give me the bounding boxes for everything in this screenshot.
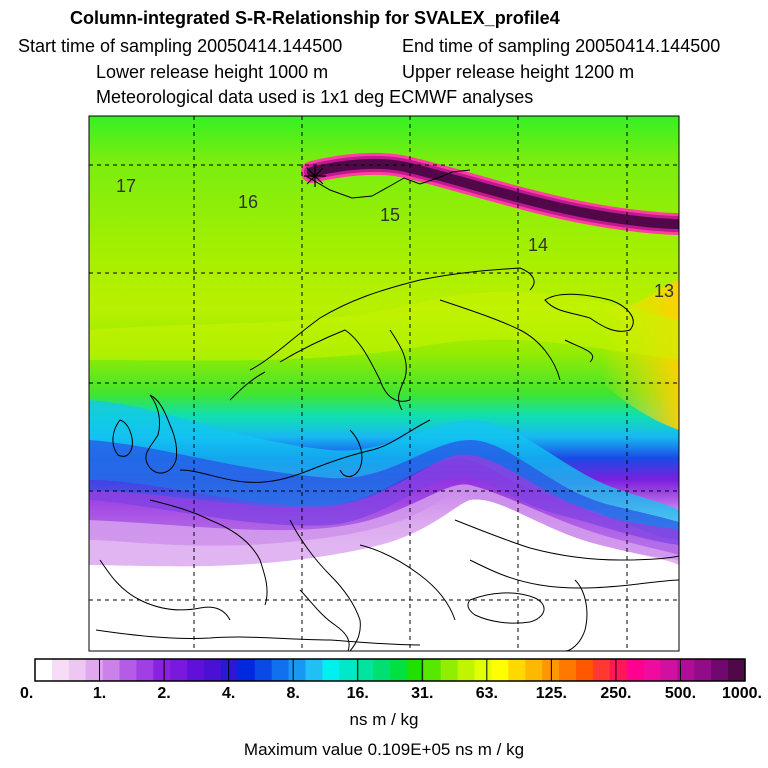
colorbar-cell [305,659,323,681]
colorbar-cell [220,659,239,681]
colorbar-cell [491,659,509,681]
colorbar-cell [694,659,712,681]
colorbar-cell [592,659,611,681]
colorbar-tick-label: 2. [157,685,170,702]
colorbar-cell [322,659,340,681]
colorbar-cell [170,659,188,681]
colorbar-cell [711,659,729,681]
colorbar-cell [390,659,408,681]
colorbar-tick-label: 500. [665,685,696,702]
colorbar-units: ns m / kg [349,710,419,729]
lower-height-label: Lower release height 1000 m [96,62,329,82]
colorbar-cell [339,659,357,681]
colorbar-cell [119,659,138,681]
colorbar-tick-label: 0. [20,685,33,702]
colorbar-cell [204,659,222,681]
colorbar-cell [406,659,425,681]
colorbar-cell [423,659,442,681]
colorbar-cell [677,659,695,681]
colorbar-cell [559,659,577,681]
colorbar-cell [575,659,594,681]
colorbar-cell [51,659,70,681]
start-time-label: Start time of sampling 20050414.144500 [18,36,343,56]
map-frame [88,115,680,652]
coastlines [95,169,679,651]
graticule [89,116,679,651]
maximum-value-label: Maximum value 0.109E+05 ns m / kg [243,740,525,759]
colorbar-cell [525,659,543,681]
colorbar-cell [271,659,290,681]
colorbar-cell [660,659,678,681]
contour-label: 14 [528,235,548,255]
colorbar-cell [508,659,526,681]
colorbar-cell [626,659,645,681]
colorbar-cell [237,659,256,681]
colorbar-cell [609,659,628,681]
colorbar-cell [457,659,476,681]
colorbar-tick-label: 1000. [722,685,762,702]
colorbar-cell [474,659,493,681]
end-time-label: End time of sampling 20050414.144500 [402,36,721,56]
colorbar-tick-label: 63. [476,685,498,702]
upper-height-label: Upper release height 1200 m [402,62,635,82]
colorbar-cell [85,659,104,681]
colorbar-cell [356,659,374,681]
colorbar-cell [373,659,391,681]
colorbar-cell [136,659,154,681]
colorbar-cell [643,659,662,681]
contour-label: 15 [380,205,400,225]
colorbar-cell [102,659,121,681]
met-data-label: Meteorological data used is 1x1 deg ECMW… [96,87,534,107]
contour-label: 16 [238,192,258,212]
colorbar-frame [34,658,746,682]
plot-title: Column-integrated S-R-Relationship for S… [70,8,560,28]
colorbar-cell [440,659,459,681]
colorbar-tick-label: 4. [222,685,235,702]
colorbar-cell [187,659,205,681]
colorbar-tick-label: 31. [411,685,433,702]
colorbar-tick-label: 250. [600,685,631,702]
colorbar-tick-label: 8. [287,685,300,702]
release-point-marker [304,165,326,187]
colorbar-tick-label: 125. [536,685,567,702]
contour-label: 13 [654,281,674,301]
colorbar-tick-label: 16. [347,685,369,702]
colorbar-cell [68,659,87,681]
colorbar-cell [288,659,307,681]
colorbar-cell [153,659,171,681]
contour-label: 17 [116,176,136,196]
colorbar-tick-label: 1. [93,685,106,702]
colorbar-cell [35,659,53,681]
concentration-field: 17 16 15 14 13 [89,116,679,651]
colorbar-cell [254,659,273,681]
colorbar-cell [728,659,746,681]
